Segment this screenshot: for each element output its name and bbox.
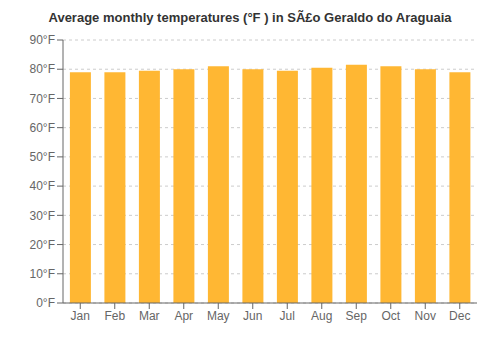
svg-text:Apr: Apr (174, 309, 193, 323)
svg-text:May: May (207, 309, 230, 323)
svg-text:Dec: Dec (449, 309, 470, 323)
svg-text:90°F: 90°F (30, 33, 55, 47)
svg-text:Jan: Jan (71, 309, 90, 323)
svg-text:80°F: 80°F (30, 62, 55, 76)
svg-text:Feb: Feb (104, 309, 125, 323)
svg-text:Aug: Aug (311, 309, 332, 323)
svg-text:50°F: 50°F (30, 150, 55, 164)
svg-text:Sep: Sep (346, 309, 368, 323)
svg-text:40°F: 40°F (30, 179, 55, 193)
svg-text:Oct: Oct (381, 309, 400, 323)
svg-text:10°F: 10°F (30, 267, 55, 281)
svg-text:Mar: Mar (139, 309, 160, 323)
svg-text:Jul: Jul (280, 309, 295, 323)
svg-text:20°F: 20°F (30, 238, 55, 252)
svg-text:Nov: Nov (415, 309, 436, 323)
svg-text:70°F: 70°F (30, 92, 55, 106)
svg-text:0°F: 0°F (36, 296, 55, 310)
svg-text:60°F: 60°F (30, 121, 55, 135)
svg-text:Jun: Jun (243, 309, 262, 323)
html-text:Average monthly temperatures (: Average monthly temperatures (°F ) in SÃ… (48, 10, 452, 25)
svg-text:30°F: 30°F (30, 209, 55, 223)
